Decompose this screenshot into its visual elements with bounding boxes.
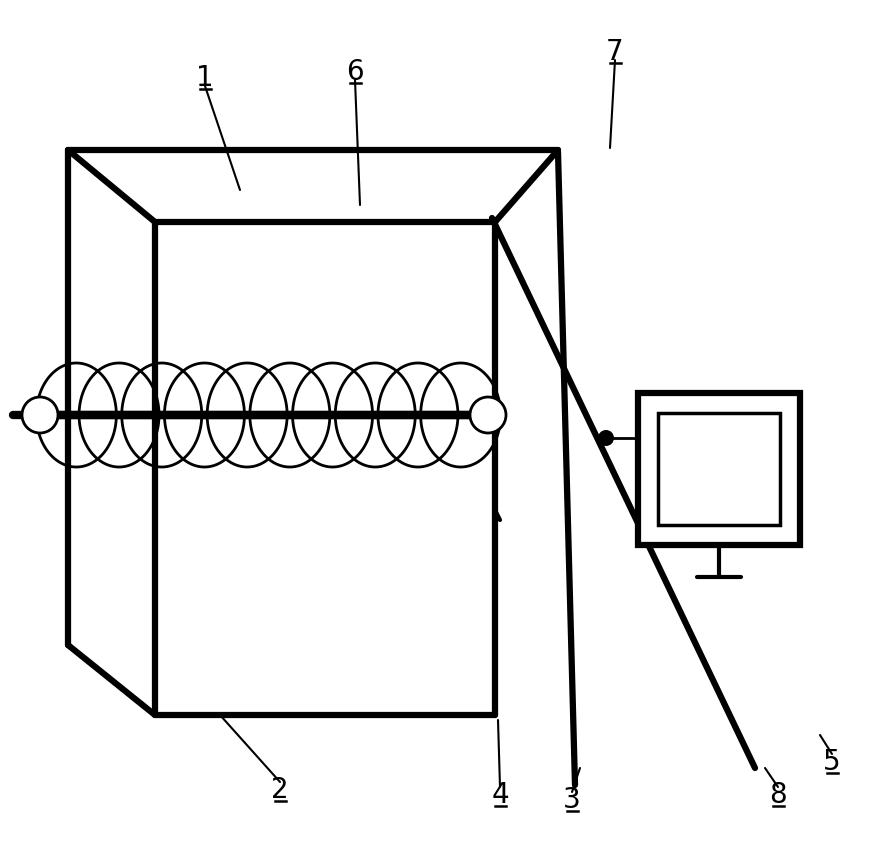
Bar xyxy=(658,413,780,525)
Text: 6: 6 xyxy=(346,58,364,86)
Text: 4: 4 xyxy=(491,781,509,809)
Circle shape xyxy=(470,397,506,433)
Text: 1: 1 xyxy=(196,64,214,92)
Text: 8: 8 xyxy=(769,781,787,809)
Circle shape xyxy=(598,430,614,446)
Bar xyxy=(638,393,800,545)
Text: 5: 5 xyxy=(823,748,841,776)
Text: 7: 7 xyxy=(606,38,624,66)
Circle shape xyxy=(22,397,58,433)
Text: 2: 2 xyxy=(271,776,289,804)
Text: 3: 3 xyxy=(563,786,581,814)
